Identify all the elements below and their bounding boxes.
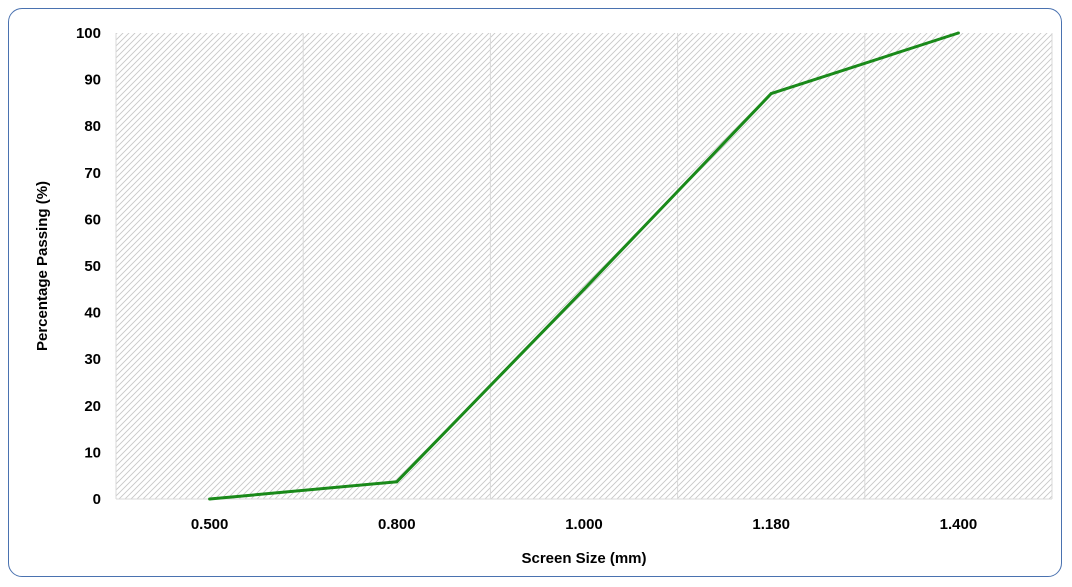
y-tick-label: 40: [84, 305, 101, 322]
y-tick-label: 50: [84, 258, 101, 275]
line-chart: 0 10 20 30 40 50 60 70 80 90 100 0.500 0.800 1.000 1.…: [34, 25, 1053, 567]
y-tick-label: 0: [93, 491, 101, 508]
x-tick-label: 0.500: [191, 516, 229, 533]
y-tick-label: 20: [84, 398, 101, 415]
x-tick-label: 0.800: [378, 516, 416, 533]
y-tick-label: 90: [84, 72, 101, 89]
data-point: [956, 31, 960, 35]
x-axis-title: Screen Size (mm): [521, 550, 646, 567]
y-tick-label: 70: [84, 165, 101, 182]
x-tick-label: 1.180: [752, 516, 790, 533]
y-tick-label: 80: [84, 118, 101, 135]
y-tick-label: 60: [84, 211, 101, 228]
y-tick-label: 10: [84, 444, 101, 461]
x-tick-label: 1.400: [940, 516, 978, 533]
data-point: [208, 497, 212, 501]
data-point: [582, 287, 586, 291]
data-point: [395, 480, 399, 484]
y-tick-label: 100: [76, 25, 101, 42]
data-point: [769, 92, 773, 96]
y-tick-label: 30: [84, 351, 101, 368]
y-axis-title: Percentage Passing (%): [34, 181, 51, 351]
x-tick-label: 1.000: [565, 516, 603, 533]
chart-frame: 0 10 20 30 40 50 60 70 80 90 100 0.500 0.800 1.000 1.…: [8, 8, 1062, 577]
plot-area: [116, 33, 1052, 499]
